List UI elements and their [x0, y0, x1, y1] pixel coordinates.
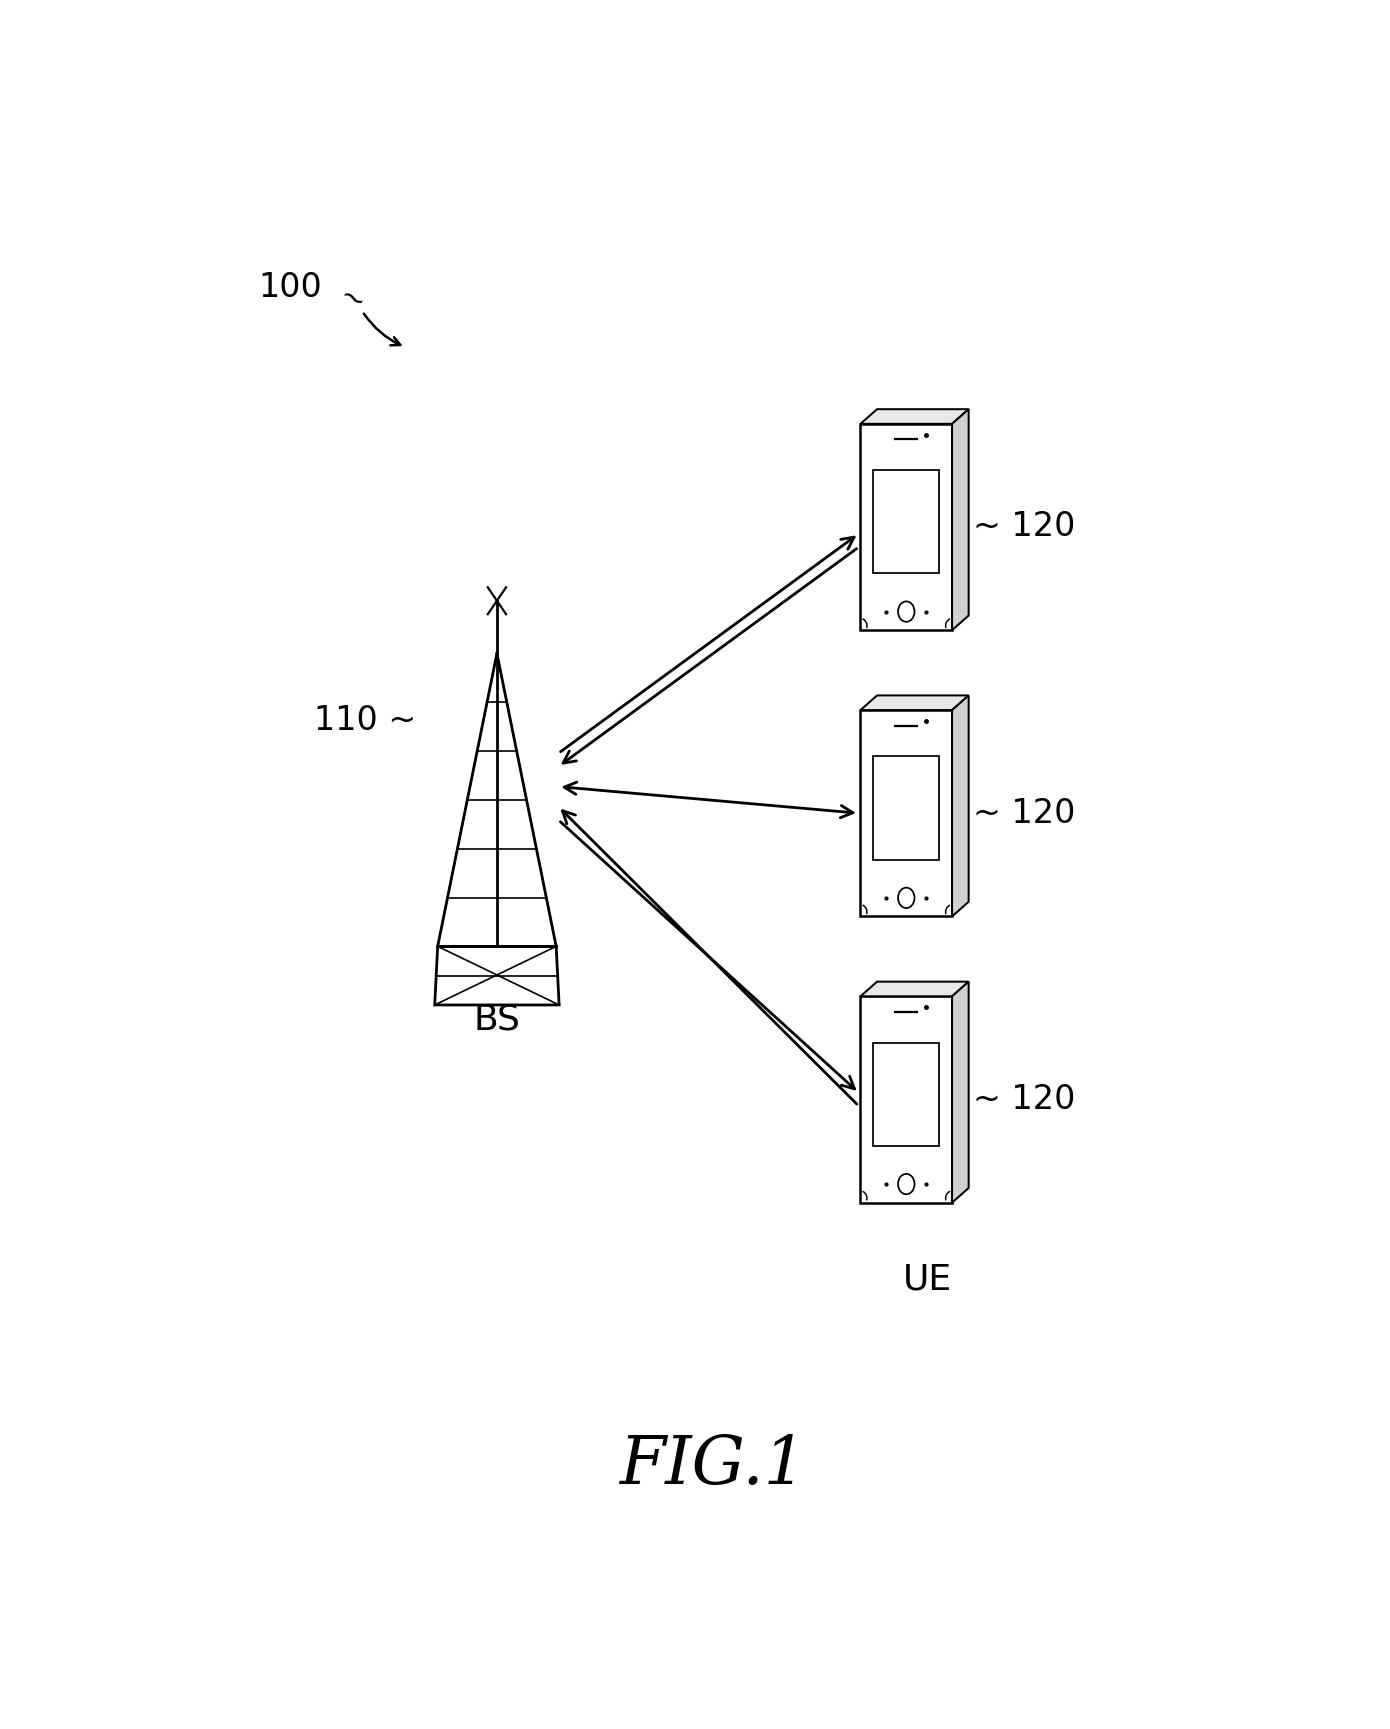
Text: FIG.1: FIG.1 — [619, 1433, 806, 1499]
Text: UE: UE — [904, 1262, 952, 1297]
Text: ~ 120: ~ 120 — [973, 510, 1076, 543]
Polygon shape — [952, 695, 969, 916]
Polygon shape — [860, 982, 969, 996]
Circle shape — [898, 887, 915, 908]
Circle shape — [898, 602, 915, 622]
Polygon shape — [860, 410, 969, 424]
Polygon shape — [873, 1043, 940, 1146]
Text: BS: BS — [474, 1003, 520, 1037]
Polygon shape — [860, 695, 969, 711]
Circle shape — [898, 1174, 915, 1195]
Text: 110 ~: 110 ~ — [314, 704, 416, 737]
Polygon shape — [860, 711, 952, 916]
Polygon shape — [873, 757, 940, 859]
Polygon shape — [860, 424, 952, 629]
Text: ~ 120: ~ 120 — [973, 1082, 1076, 1115]
Polygon shape — [435, 946, 559, 1005]
Polygon shape — [952, 410, 969, 629]
Text: ~ 120: ~ 120 — [973, 797, 1076, 830]
Polygon shape — [873, 470, 940, 574]
Text: ~: ~ — [334, 282, 370, 320]
Text: 100: 100 — [259, 271, 322, 304]
Polygon shape — [860, 996, 952, 1203]
Polygon shape — [952, 982, 969, 1203]
